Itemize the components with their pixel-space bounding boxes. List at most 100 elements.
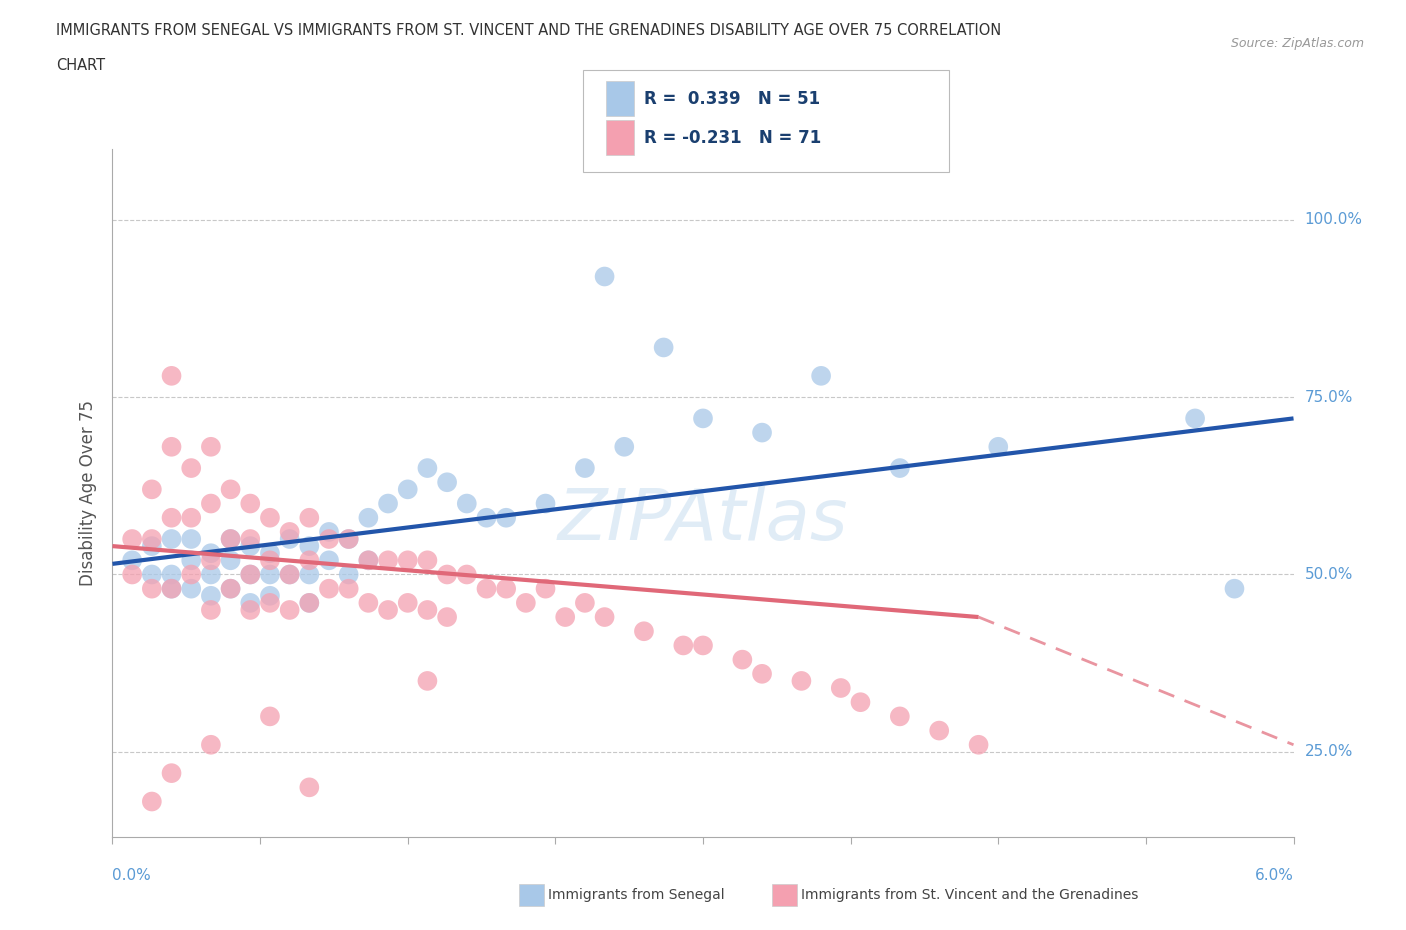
Point	[416, 603, 439, 618]
Text: ZIPAtlas: ZIPAtlas	[558, 486, 848, 555]
Point	[141, 581, 163, 596]
Point	[200, 737, 222, 752]
Point	[357, 511, 380, 525]
Text: R = -0.231   N = 71: R = -0.231 N = 71	[644, 128, 821, 147]
Point	[534, 496, 557, 511]
Text: 25.0%: 25.0%	[1305, 744, 1353, 760]
Point	[239, 532, 262, 547]
Text: R =  0.339   N = 51: R = 0.339 N = 51	[644, 89, 820, 108]
Point	[377, 603, 399, 618]
Point	[141, 538, 163, 553]
Point	[751, 425, 773, 440]
Point	[692, 638, 714, 653]
Point	[219, 532, 242, 547]
Point	[180, 511, 202, 525]
Point	[416, 460, 439, 475]
Point	[298, 538, 321, 553]
Point	[160, 581, 183, 596]
Point	[751, 667, 773, 682]
Text: 50.0%: 50.0%	[1305, 567, 1353, 582]
Point	[337, 532, 360, 547]
Point	[337, 581, 360, 596]
Point	[200, 589, 222, 604]
Point	[180, 532, 202, 547]
Point	[259, 595, 281, 610]
Point	[396, 552, 419, 567]
Point	[889, 709, 911, 724]
Point	[731, 652, 754, 667]
Point	[318, 581, 340, 596]
Point	[436, 475, 458, 490]
Text: 100.0%: 100.0%	[1305, 212, 1362, 227]
Point	[121, 532, 143, 547]
Y-axis label: Disability Age Over 75: Disability Age Over 75	[79, 400, 97, 586]
Text: CHART: CHART	[56, 58, 105, 73]
Point	[160, 368, 183, 383]
Point	[318, 552, 340, 567]
Point	[141, 794, 163, 809]
Point	[239, 496, 262, 511]
Point	[259, 511, 281, 525]
Point	[239, 567, 262, 582]
Point	[180, 552, 202, 567]
Point	[298, 780, 321, 795]
Point	[456, 496, 478, 511]
Point	[534, 581, 557, 596]
Point	[219, 581, 242, 596]
Point	[200, 546, 222, 561]
Point	[337, 532, 360, 547]
Text: Immigrants from Senegal: Immigrants from Senegal	[548, 887, 725, 902]
Point	[396, 482, 419, 497]
Point	[475, 511, 498, 525]
Point	[160, 439, 183, 454]
Point	[160, 511, 183, 525]
Point	[298, 552, 321, 567]
Text: Immigrants from St. Vincent and the Grenadines: Immigrants from St. Vincent and the Gren…	[801, 887, 1139, 902]
Text: 6.0%: 6.0%	[1254, 868, 1294, 883]
Point	[141, 532, 163, 547]
Point	[239, 538, 262, 553]
Text: IMMIGRANTS FROM SENEGAL VS IMMIGRANTS FROM ST. VINCENT AND THE GRENADINES DISABI: IMMIGRANTS FROM SENEGAL VS IMMIGRANTS FR…	[56, 23, 1001, 38]
Point	[259, 709, 281, 724]
Point	[200, 552, 222, 567]
Point	[692, 411, 714, 426]
Point	[377, 552, 399, 567]
Point	[672, 638, 695, 653]
Point	[456, 567, 478, 582]
Point	[298, 567, 321, 582]
Point	[396, 595, 419, 610]
Point	[830, 681, 852, 696]
Point	[278, 603, 301, 618]
Point	[298, 595, 321, 610]
Point	[239, 567, 262, 582]
Point	[160, 765, 183, 780]
Point	[278, 532, 301, 547]
Point	[495, 511, 517, 525]
Point	[357, 595, 380, 610]
Point	[318, 532, 340, 547]
Text: Source: ZipAtlas.com: Source: ZipAtlas.com	[1230, 37, 1364, 50]
Point	[810, 368, 832, 383]
Point	[1223, 581, 1246, 596]
Point	[495, 581, 517, 596]
Point	[239, 603, 262, 618]
Point	[515, 595, 537, 610]
Point	[219, 581, 242, 596]
Point	[436, 567, 458, 582]
Point	[1184, 411, 1206, 426]
Point	[141, 567, 163, 582]
Point	[987, 439, 1010, 454]
Point	[790, 673, 813, 688]
Point	[200, 439, 222, 454]
Point	[121, 552, 143, 567]
Point	[180, 460, 202, 475]
Point	[180, 567, 202, 582]
Point	[593, 269, 616, 284]
Point	[239, 595, 262, 610]
Point	[337, 567, 360, 582]
Point	[416, 552, 439, 567]
Point	[219, 482, 242, 497]
Point	[928, 724, 950, 738]
Point	[259, 546, 281, 561]
Point	[259, 552, 281, 567]
